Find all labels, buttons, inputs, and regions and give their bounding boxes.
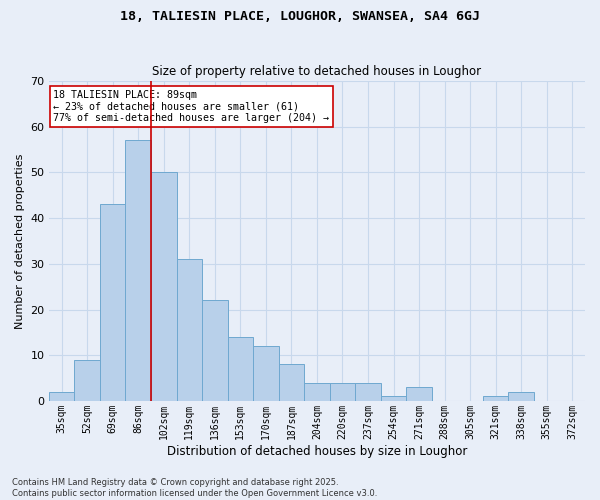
Title: Size of property relative to detached houses in Loughor: Size of property relative to detached ho… xyxy=(152,66,481,78)
Bar xyxy=(329,382,355,401)
Bar xyxy=(49,392,74,401)
Bar xyxy=(202,300,227,401)
Bar xyxy=(125,140,151,401)
Bar xyxy=(176,260,202,401)
Bar xyxy=(227,337,253,401)
Bar xyxy=(381,396,406,401)
Text: 18 TALIESIN PLACE: 89sqm
← 23% of detached houses are smaller (61)
77% of semi-d: 18 TALIESIN PLACE: 89sqm ← 23% of detach… xyxy=(53,90,329,123)
Bar xyxy=(278,364,304,401)
Bar xyxy=(100,204,125,401)
Bar xyxy=(253,346,278,401)
Bar xyxy=(508,392,534,401)
Bar xyxy=(406,387,432,401)
Bar xyxy=(151,172,176,401)
Text: Contains HM Land Registry data © Crown copyright and database right 2025.
Contai: Contains HM Land Registry data © Crown c… xyxy=(12,478,377,498)
Bar xyxy=(304,382,329,401)
Bar xyxy=(355,382,381,401)
Bar xyxy=(483,396,508,401)
Y-axis label: Number of detached properties: Number of detached properties xyxy=(15,154,25,328)
X-axis label: Distribution of detached houses by size in Loughor: Distribution of detached houses by size … xyxy=(167,444,467,458)
Text: 18, TALIESIN PLACE, LOUGHOR, SWANSEA, SA4 6GJ: 18, TALIESIN PLACE, LOUGHOR, SWANSEA, SA… xyxy=(120,10,480,23)
Bar xyxy=(74,360,100,401)
